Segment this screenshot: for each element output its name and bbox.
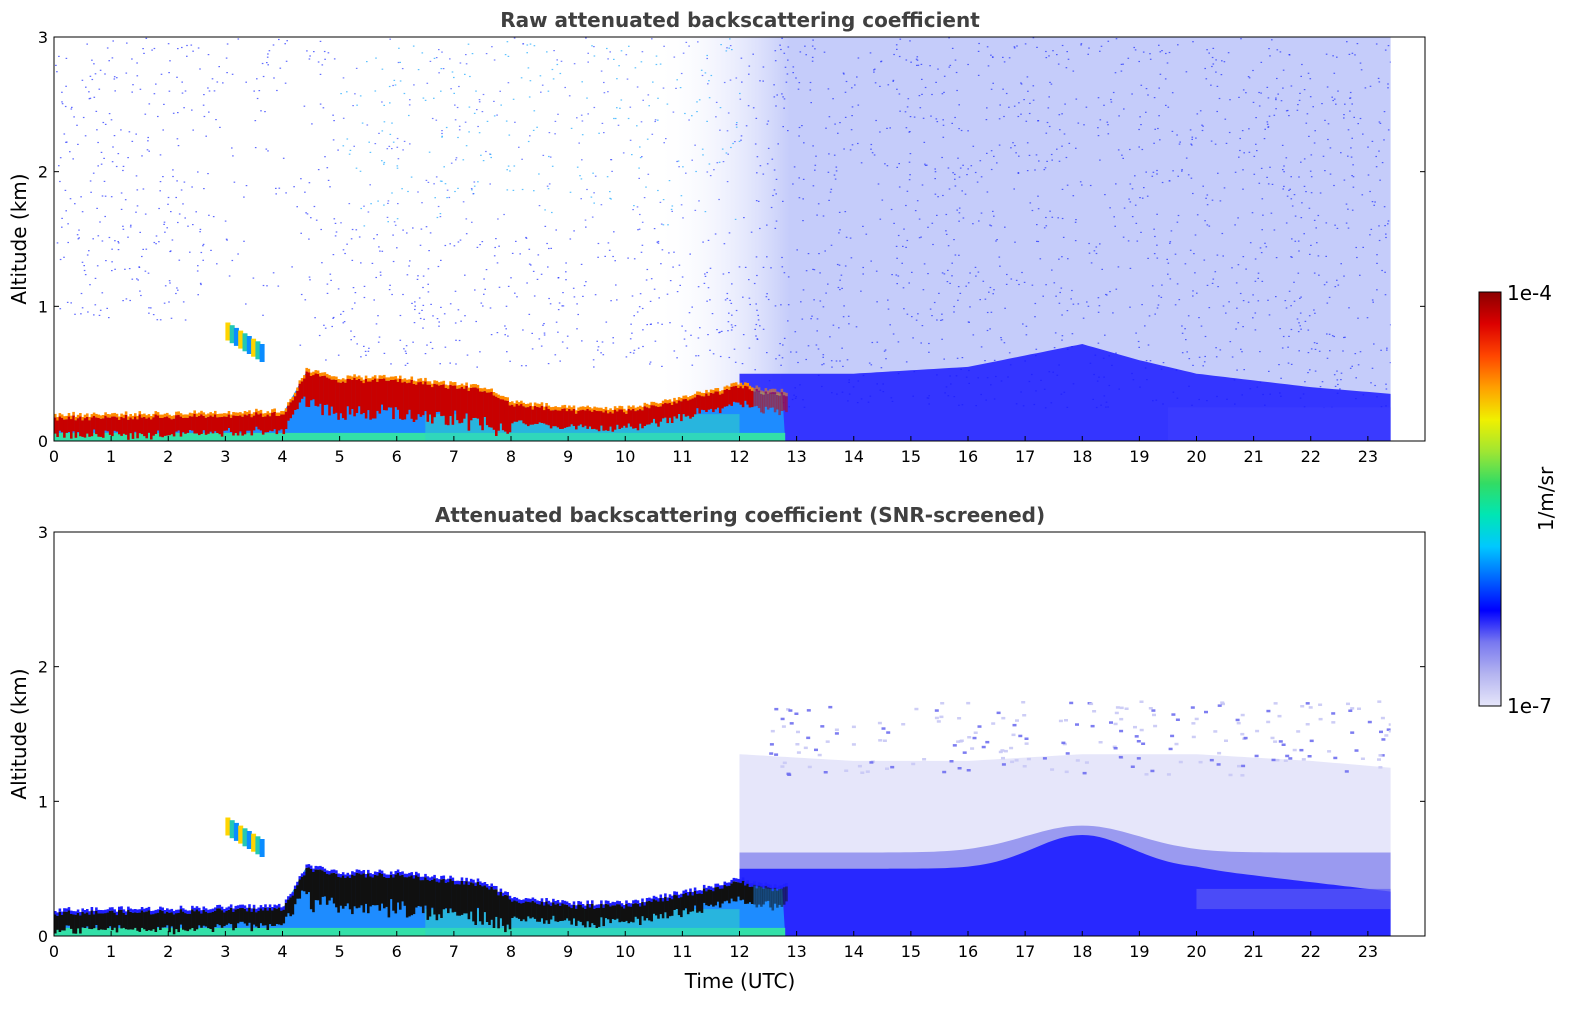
y-tick-label: 0 [38, 927, 48, 946]
x-tick-label: 13 [786, 942, 806, 961]
y-tick-label: 0 [38, 432, 48, 451]
x-tick-label: 22 [1301, 447, 1321, 466]
colorbar-title: 1/m/sr [1534, 466, 1558, 531]
x-tick-label: 9 [563, 447, 573, 466]
snr-screened-panel: Attenuated backscattering coefficient (S… [7, 503, 1426, 993]
x-tick-label: 2 [163, 942, 173, 961]
y-tick-label: 3 [38, 523, 48, 542]
x-tick-label: 3 [220, 942, 230, 961]
x-tick-label: 19 [1129, 942, 1149, 961]
x-tick-label: 3 [220, 447, 230, 466]
x-tick-label: 7 [449, 942, 459, 961]
plot-area [54, 700, 1391, 936]
x-tick-label: 6 [392, 942, 402, 961]
x-tick-label: 16 [958, 447, 978, 466]
x-tick-label: 9 [563, 942, 573, 961]
x-tick-label: 11 [672, 447, 692, 466]
x-tick-label: 16 [958, 942, 978, 961]
panel-title: Attenuated backscattering coefficient (S… [435, 503, 1045, 527]
x-tick-label: 13 [786, 447, 806, 466]
colorbar-min-label: 1e-7 [1507, 694, 1552, 718]
x-tick-label: 1 [106, 942, 116, 961]
colorbar: 1e-4 1e-7 1/m/sr [1478, 281, 1558, 718]
plot-area [54, 37, 1391, 441]
colorbar-max-label: 1e-4 [1507, 281, 1552, 305]
x-tick-label: 23 [1358, 942, 1378, 961]
x-tick-label: 19 [1129, 447, 1149, 466]
x-tick-label: 10 [615, 942, 635, 961]
x-tick-label: 17 [1015, 942, 1035, 961]
x-tick-label: 21 [1243, 942, 1263, 961]
y-axis-label: Altitude (km) [7, 668, 31, 799]
y-tick-label: 2 [38, 658, 48, 677]
x-tick-label: 11 [672, 942, 692, 961]
x-tick-label: 1 [106, 447, 116, 466]
x-tick-label: 20 [1186, 447, 1206, 466]
x-tick-label: 14 [844, 942, 864, 961]
x-tick-label: 18 [1072, 447, 1092, 466]
isolated-cloud [225, 817, 265, 857]
x-tick-label: 15 [901, 447, 921, 466]
x-tick-label: 12 [729, 447, 749, 466]
x-tick-label: 10 [615, 447, 635, 466]
y-tick-label: 3 [38, 28, 48, 47]
x-tick-label: 7 [449, 447, 459, 466]
x-tick-label: 23 [1358, 447, 1378, 466]
x-tick-label: 21 [1243, 447, 1263, 466]
x-axis-label: Time (UTC) [684, 969, 796, 993]
x-tick-label: 14 [844, 447, 864, 466]
x-tick-label: 12 [729, 942, 749, 961]
axis-ticks: 0 1 2 3 4 5 6 7 8 9 10 11 12 13 14 15 16 17 18 19 20 21 22 2301… [38, 523, 1425, 961]
isolated-cloud [225, 322, 265, 362]
panel-title: Raw attenuated backscattering coefficien… [500, 8, 980, 32]
axis-ticks: 0 1 2 3 4 5 6 7 8 9 10 11 12 13 14 15 16 17 18 19 20 21 22 2301… [38, 28, 1425, 466]
x-tick-label: 4 [277, 942, 287, 961]
raw-backscatter-panel: Raw attenuated backscattering coefficien… [7, 8, 1426, 466]
x-tick-label: 5 [335, 447, 345, 466]
x-tick-label: 5 [335, 942, 345, 961]
x-tick-label: 0 [49, 447, 59, 466]
x-tick-label: 0 [49, 942, 59, 961]
x-tick-label: 4 [277, 447, 287, 466]
y-axis-label: Altitude (km) [7, 173, 31, 304]
x-tick-label: 8 [506, 942, 516, 961]
colorbar-gradient [1478, 291, 1502, 707]
y-tick-label: 1 [38, 792, 48, 811]
x-tick-label: 2 [163, 447, 173, 466]
noise-speckle [55, 37, 1391, 409]
x-tick-label: 15 [901, 942, 921, 961]
boundary-layer-band [54, 864, 788, 935]
screened-aerosol-layers [739, 700, 1391, 936]
aerosol-layer [739, 344, 1391, 441]
x-tick-label: 8 [506, 447, 516, 466]
x-tick-label: 17 [1015, 447, 1035, 466]
boundary-layer-band [54, 367, 788, 440]
y-tick-label: 1 [38, 297, 48, 316]
x-tick-label: 6 [392, 447, 402, 466]
x-tick-label: 22 [1301, 942, 1321, 961]
y-tick-label: 2 [38, 163, 48, 182]
x-tick-label: 20 [1186, 942, 1206, 961]
x-tick-label: 18 [1072, 942, 1092, 961]
